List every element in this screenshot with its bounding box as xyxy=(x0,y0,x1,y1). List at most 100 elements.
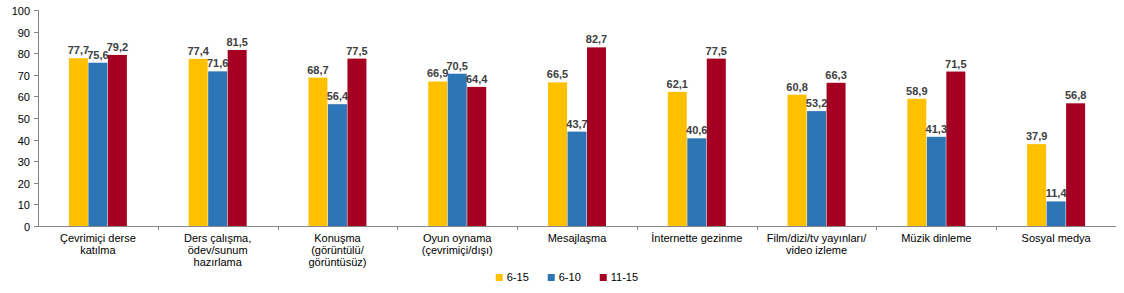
y-tick xyxy=(34,118,39,119)
x-tick xyxy=(996,226,997,230)
y-tick xyxy=(34,10,39,11)
legend-label: 6-10 xyxy=(559,271,581,283)
x-tick-label: Konuşma(görüntülü/görüntüsüz) xyxy=(308,232,366,268)
data-label: 77,5 xyxy=(346,45,367,57)
data-label: 81,5 xyxy=(226,36,247,48)
bars xyxy=(69,47,1085,226)
data-label: 66,3 xyxy=(825,69,846,81)
data-label: 77,7 xyxy=(68,44,89,56)
bar xyxy=(668,92,687,226)
bar xyxy=(946,72,965,226)
y-tick xyxy=(34,32,39,33)
data-label: 68,7 xyxy=(307,64,328,76)
x-tick-label: Müzik dinleme xyxy=(901,232,971,244)
bar xyxy=(69,58,88,226)
bar xyxy=(907,99,926,226)
y-tick xyxy=(34,226,39,227)
data-label: 56,4 xyxy=(327,90,349,102)
data-label: 71,6 xyxy=(207,57,228,69)
x-tick xyxy=(397,226,398,230)
y-tick-label: 50 xyxy=(18,113,30,125)
bar xyxy=(1047,201,1066,226)
y-tick xyxy=(34,183,39,184)
data-label: 53,2 xyxy=(806,97,827,109)
y-tick-label: 80 xyxy=(18,48,30,60)
bar xyxy=(587,47,606,226)
data-label: 75,6 xyxy=(87,49,108,61)
bar xyxy=(347,59,366,226)
data-label: 77,5 xyxy=(706,45,727,57)
x-tick xyxy=(158,226,159,230)
y-tick-label: 100 xyxy=(12,5,30,17)
bar xyxy=(328,104,347,226)
data-label: 64,4 xyxy=(466,73,488,85)
x-tick xyxy=(637,226,638,230)
data-label: 77,4 xyxy=(187,45,209,57)
data-label: 71,5 xyxy=(945,58,966,70)
bar xyxy=(568,132,587,226)
chart: 010203040506070809010077,775,679,277,471… xyxy=(0,0,1124,293)
bar xyxy=(1066,103,1085,226)
bar xyxy=(428,81,447,226)
bar xyxy=(208,71,227,226)
x-tick-label: Film/dizi/tv yayınları/video izleme xyxy=(767,232,868,256)
x-tick-label: Sosyal medya xyxy=(1022,232,1092,244)
data-label: 41,3 xyxy=(926,123,947,135)
bar xyxy=(788,95,807,226)
data-label: 70,5 xyxy=(447,60,468,72)
x-tick xyxy=(278,226,279,230)
bar xyxy=(228,50,247,226)
x-tick xyxy=(517,226,518,230)
data-label: 62,1 xyxy=(667,78,688,90)
y-tick-label: 10 xyxy=(18,199,30,211)
y-tick-label: 0 xyxy=(24,221,30,233)
data-labels: 77,775,679,2 77,471,6 81,5 68,7 56,4 77,5 66,9… xyxy=(68,33,1087,199)
x-axis xyxy=(38,226,1116,227)
legend-swatch xyxy=(496,274,503,281)
y-tick xyxy=(34,75,39,76)
data-label: 79,2 xyxy=(107,41,128,53)
legend-label: 6-15 xyxy=(507,271,529,283)
legend-swatch xyxy=(548,274,555,281)
x-tick-label: Mesajlaşma xyxy=(548,232,608,244)
data-label: 82,7 xyxy=(586,33,607,45)
data-label: 66,5 xyxy=(547,68,568,80)
bar xyxy=(308,78,327,226)
bar xyxy=(1027,144,1046,226)
bar xyxy=(707,59,726,226)
data-label: 11,4 xyxy=(1046,187,1068,199)
data-label: 58,9 xyxy=(906,85,927,97)
y-tick-label: 40 xyxy=(18,135,30,147)
y-tick xyxy=(34,140,39,141)
bar xyxy=(467,87,486,226)
x-tick-label: Ders çalışma,ödev/sunumhazırlama xyxy=(184,232,251,268)
y-tick xyxy=(34,161,39,162)
y-tick-label: 70 xyxy=(18,70,30,82)
x-tick xyxy=(876,226,877,230)
y-tick xyxy=(34,204,39,205)
bar xyxy=(827,83,846,226)
bar xyxy=(548,82,567,226)
legend-label: 11-15 xyxy=(611,271,638,283)
data-label: 66,9 xyxy=(427,67,448,79)
x-tick-label: Oyun oynama(çevrimiçi/dışı) xyxy=(422,232,493,256)
bar xyxy=(927,137,946,226)
y-tick-label: 20 xyxy=(18,178,30,190)
bar xyxy=(687,138,706,226)
y-tick xyxy=(34,53,39,54)
x-tick-label: İnternette gezinme xyxy=(651,232,742,244)
y-tick xyxy=(34,96,39,97)
data-label: 40,6 xyxy=(686,124,707,136)
data-label: 37,9 xyxy=(1026,130,1047,142)
y-tick-label: 90 xyxy=(18,27,30,39)
bar xyxy=(807,111,826,226)
legend: 6-15 6-10 11-15 xyxy=(496,271,638,283)
data-label: 56,8 xyxy=(1065,89,1086,101)
data-label: 43,7 xyxy=(566,118,587,130)
bar xyxy=(108,55,127,226)
x-tick-label: Çevrimiçi dersekatılma xyxy=(60,232,136,256)
legend-swatch xyxy=(600,274,607,281)
bar xyxy=(88,63,107,226)
data-label: 60,8 xyxy=(786,81,807,93)
y-tick-label: 60 xyxy=(18,91,30,103)
